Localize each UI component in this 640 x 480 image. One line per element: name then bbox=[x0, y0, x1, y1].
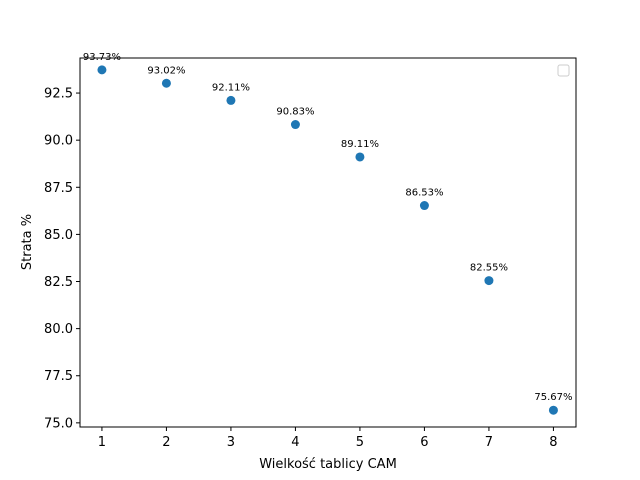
data-label: 93.02% bbox=[147, 65, 185, 76]
ticks-layer: 1 2 3 4 5 6 7 8 75.0 77.5 80.0 82.5 85.0 87.5 90.0 92.5 bbox=[44, 87, 558, 450]
data-label: 90.83% bbox=[276, 107, 314, 118]
y-tick-label: 82.5 bbox=[44, 275, 73, 290]
data-label: 75.67% bbox=[534, 392, 572, 403]
x-tick-label: 1 bbox=[98, 435, 106, 450]
data-point bbox=[484, 276, 494, 286]
x-axis-title: Wielkość tablicy CAM bbox=[259, 457, 397, 472]
data-point bbox=[226, 95, 236, 105]
data-label: 86.53% bbox=[405, 188, 443, 199]
data-point bbox=[355, 152, 365, 162]
y-tick-label: 80.0 bbox=[44, 322, 73, 337]
data-point bbox=[419, 201, 429, 211]
data-point bbox=[97, 65, 107, 75]
x-tick-label: 6 bbox=[420, 435, 428, 450]
data-label: 82.55% bbox=[470, 263, 508, 274]
data-point bbox=[290, 120, 300, 130]
y-tick-label: 75.0 bbox=[44, 416, 73, 431]
data-point bbox=[161, 78, 171, 88]
data-label: 93.73% bbox=[83, 52, 121, 63]
x-tick-label: 3 bbox=[227, 435, 235, 450]
x-tick-label: 4 bbox=[291, 435, 299, 450]
y-axis-title: Strata % bbox=[20, 214, 35, 270]
x-tick-label: 7 bbox=[485, 435, 493, 450]
y-tick-label: 87.5 bbox=[44, 181, 73, 196]
data-point bbox=[548, 405, 558, 415]
plot-frame bbox=[79, 57, 577, 428]
data-label: 92.11% bbox=[212, 82, 250, 93]
data-label: 89.11% bbox=[341, 139, 379, 150]
y-tick-label: 92.5 bbox=[44, 87, 73, 102]
x-tick-label: 8 bbox=[549, 435, 557, 450]
legend-box bbox=[557, 64, 570, 77]
x-tick-label: 5 bbox=[356, 435, 364, 450]
y-tick-label: 85.0 bbox=[44, 228, 73, 243]
y-tick-label: 77.5 bbox=[44, 369, 73, 384]
labels-layer: 93.73% 93.02% 92.11% 90.83% 89.11% 86.53% 82.5… bbox=[83, 52, 573, 403]
x-tick-label: 2 bbox=[162, 435, 170, 450]
points-layer bbox=[97, 65, 558, 415]
y-tick-label: 90.0 bbox=[44, 134, 73, 149]
